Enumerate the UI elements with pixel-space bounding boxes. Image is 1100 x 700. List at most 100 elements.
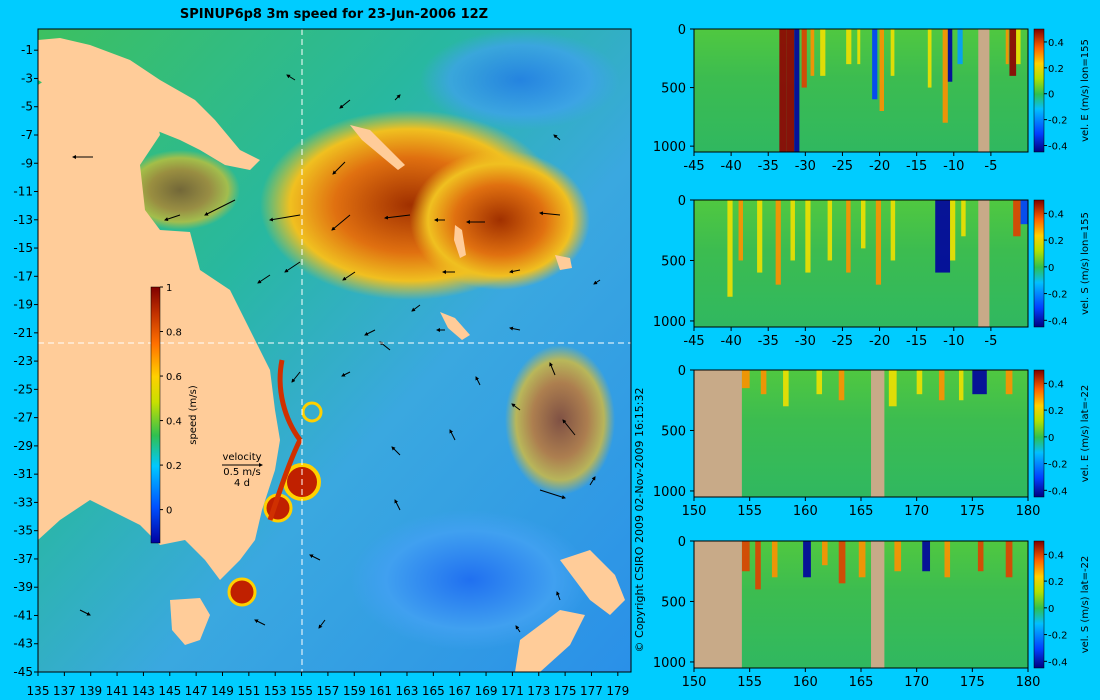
eddy-3 [227, 577, 257, 607]
map-y-tick-label: -5 [21, 100, 33, 114]
section-velocity-band [916, 370, 923, 395]
section-velocity-band [875, 200, 882, 285]
land-new-zealand-south [515, 610, 585, 672]
section-velocity-band [861, 200, 866, 249]
section-colorbar-label: vel. E (m/s) lat=-22 [1080, 385, 1091, 483]
section-colorbar-tick-label: 0 [1048, 263, 1054, 274]
section-y-tick-label: 0 [678, 535, 686, 550]
section-colorbar [1033, 540, 1045, 669]
velocity-arrow [515, 625, 521, 633]
velocity-arrows [72, 74, 601, 633]
map-y-tick-label: -25 [13, 382, 33, 396]
section-colorbar-tick-label: 0.4 [1048, 209, 1064, 220]
section-colorbar-tick-label: 0.4 [1048, 38, 1064, 49]
section-x-tick-label: -10 [943, 334, 964, 349]
section-x-tick-label: 160 [793, 504, 818, 519]
section-velocity-band [786, 29, 795, 152]
section-frame [693, 199, 1029, 328]
section-x-tick-label: 180 [1016, 675, 1041, 690]
section-x-tick-label: 155 [737, 675, 762, 690]
velocity-arrow [511, 403, 521, 411]
section-x-tick-label: -25 [832, 159, 853, 174]
velocity-arrow [475, 376, 481, 386]
section-velocity-band [894, 541, 902, 572]
section-x-tick-label: -25 [832, 334, 853, 349]
section-velocity-band [801, 29, 807, 88]
map-y-tick-label: -45 [13, 665, 33, 679]
section-colorbar [1033, 369, 1045, 498]
section-colorbar-tick-label: -0.4 [1048, 486, 1068, 497]
section-x-tick-label: -20 [869, 159, 890, 174]
section-velocity-band [944, 541, 951, 578]
map-y-tick-label: -13 [13, 213, 33, 227]
section-velocity-band [1005, 29, 1009, 65]
section-velocity-band [790, 200, 795, 261]
map-x-tick-label: 141 [106, 684, 129, 698]
velocity-arrow [204, 199, 236, 216]
fast-region-tasman [505, 345, 615, 495]
section-x-tick-label: -15 [906, 159, 927, 174]
section-velocity-band [779, 29, 787, 152]
section-colorbar-tick-label: 0.2 [1048, 236, 1064, 247]
map-y-tick-label: -35 [13, 524, 33, 538]
section-land [871, 370, 885, 497]
eddy-4 [301, 401, 323, 423]
section-velocity-band [1020, 200, 1028, 225]
velocity-key: velocity 0.5 m/s 4 d [222, 452, 263, 489]
map-y-tick-label: -37 [13, 552, 33, 566]
section-x-tick-label: -5 [984, 159, 997, 174]
section-velocity-band [822, 541, 828, 566]
map-y-tick-label: -29 [13, 439, 33, 453]
section-x-tick-label: -5 [984, 334, 997, 349]
slow-region-east [420, 30, 620, 130]
section-colorbar [1033, 199, 1045, 328]
section-land [871, 541, 885, 668]
section-panel-vel-s-lon-155: -45 -40 -35 -30 -25 -20 -15 -10 -5 0 500 1000 0.4 0.2… [653, 194, 1091, 349]
velocity-arrow [291, 371, 301, 383]
velocity-arrow [589, 476, 596, 486]
section-velocity-band [820, 29, 826, 76]
velocity-arrow [553, 134, 561, 141]
map-y-tick-label: -21 [13, 326, 33, 340]
map-x-tick-label: 159 [343, 684, 366, 698]
figure-title: SPINUP6p8 3m speed for 23-Jun-2006 12Z [180, 7, 488, 22]
map-x-tick-label: 135 [27, 684, 50, 698]
map-y-tick-label: -31 [13, 467, 33, 481]
map-x-tick-label: 173 [527, 684, 550, 698]
section-x-tick-label: 160 [793, 675, 818, 690]
map-x-tick-label: 147 [185, 684, 208, 698]
map-y-tick-label: -1 [21, 43, 33, 57]
section-panel-vel-e-lat-22: 150 155 160 165 170 175 180 0 500 1000 0.4 0.2 0 -0.2… [653, 364, 1091, 519]
section-x-tick-label: -45 [683, 159, 704, 174]
section-y-tick-label: 1000 [653, 485, 686, 500]
velocity-arrow [556, 591, 561, 601]
speed-colorbar-tick-label: 0 [166, 506, 172, 517]
section-velocity-band [805, 200, 811, 273]
velocity-arrow [449, 429, 456, 441]
map-frame [37, 28, 632, 673]
section-colorbar-tick-label: -0.2 [1048, 290, 1068, 301]
map-y-tick-label: -9 [21, 156, 33, 170]
section-velocity-band [935, 200, 951, 273]
map-x-tick-label: 175 [554, 684, 577, 698]
section-x-tick-label: 150 [682, 675, 707, 690]
section-velocity-band [783, 370, 789, 407]
section-y-tick-label: 500 [661, 254, 686, 269]
map-y-tick-label: -41 [13, 608, 33, 622]
section-velocity-band [757, 200, 763, 273]
section-colorbar-tick-label: 0 [1048, 433, 1054, 444]
section-x-tick-label: 165 [849, 504, 874, 519]
section-velocity-band [938, 370, 945, 401]
section-velocity-band [738, 200, 743, 261]
velocity-arrow [549, 362, 556, 376]
section-land [978, 29, 990, 152]
map-x-tick-label: 157 [316, 684, 339, 698]
map-y-tick-label: -7 [21, 128, 33, 142]
map-x-tick-label: 145 [158, 684, 181, 698]
section-velocity-band [958, 370, 964, 401]
velocity-arrow [331, 214, 351, 231]
section-frame [693, 28, 1029, 153]
velocity-arrow [509, 326, 521, 331]
map-x-tick-label: 177 [580, 684, 603, 698]
section-y-tick-label: 500 [661, 595, 686, 610]
